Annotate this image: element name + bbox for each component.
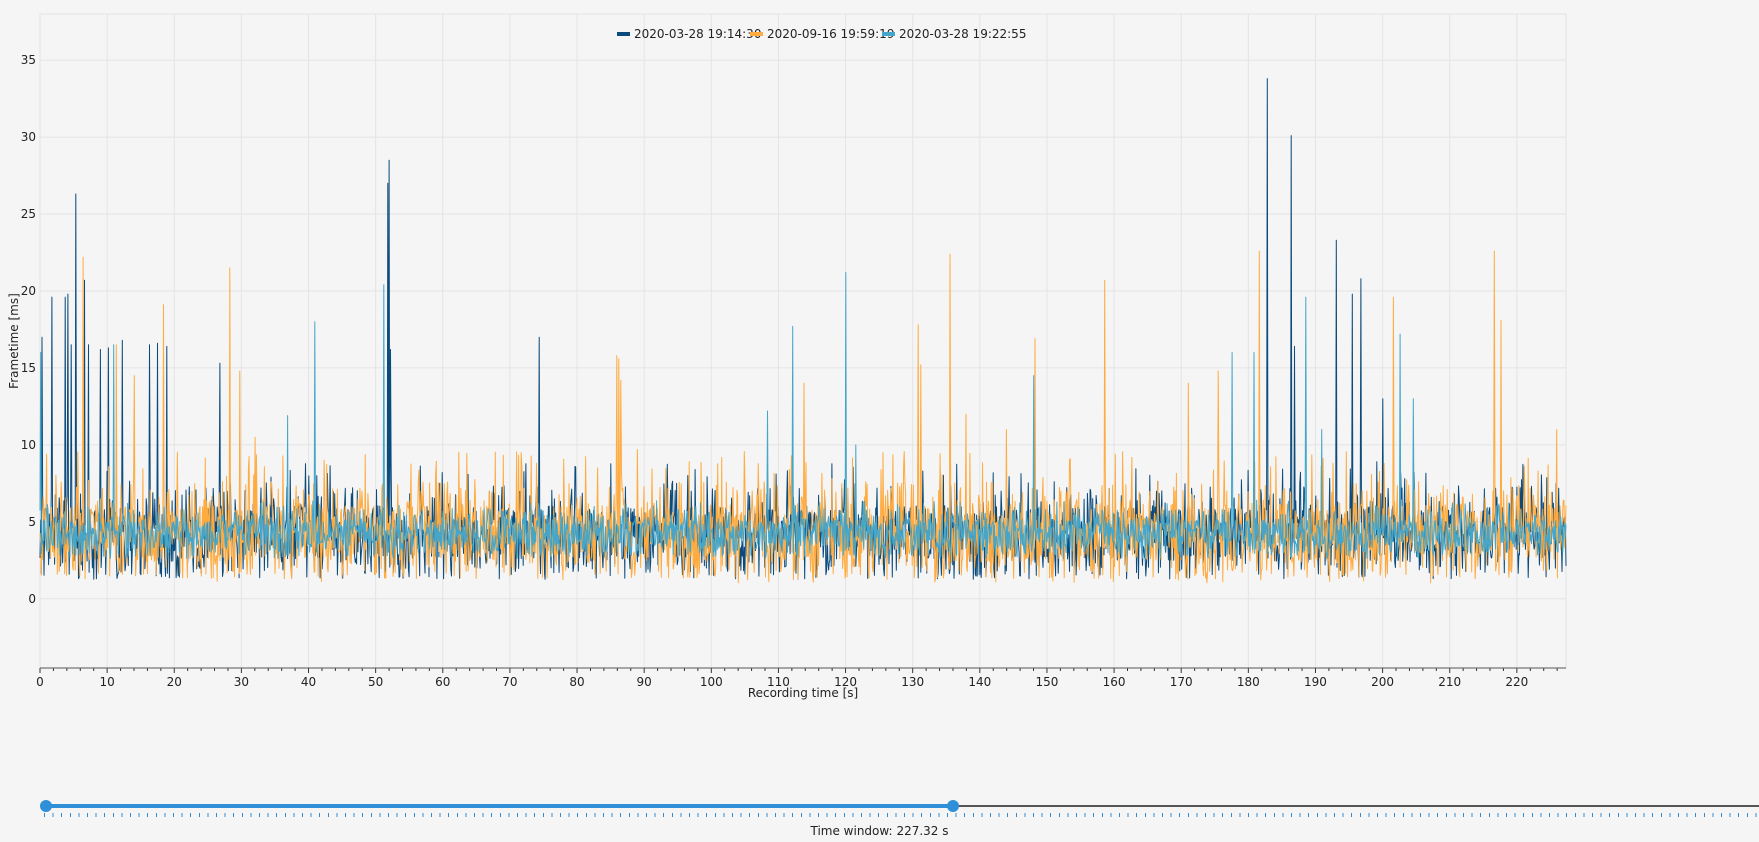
x-tick-label: 0 <box>36 675 44 689</box>
time-window-label: Time window: <box>810 824 893 838</box>
legend-label: 2020-09-16 19:59:19 <box>767 27 894 41</box>
y-axis-title: Frametime [ms] <box>7 293 21 389</box>
time-window-value: 227.32 s <box>896 824 949 838</box>
series-lines <box>39 78 1567 584</box>
x-tick-label: 130 <box>901 675 924 689</box>
plot-area <box>39 13 1567 669</box>
legend-label: 2020-03-28 19:22:55 <box>899 27 1026 41</box>
x-tick-label: 120 <box>834 675 857 689</box>
x-tick-label: 210 <box>1438 675 1461 689</box>
legend-item-3[interactable]: 2020-03-28 19:22:55 <box>882 27 1026 41</box>
slider-end-thumb[interactable] <box>946 800 959 812</box>
x-tick-label: 170 <box>1170 675 1193 689</box>
y-tick-label: 20 <box>21 284 36 298</box>
x-tick-label: 10 <box>99 675 114 689</box>
x-tick-label: 200 <box>1371 675 1394 689</box>
y-tick-label: 30 <box>21 130 36 144</box>
x-tick-label: 40 <box>301 675 316 689</box>
y-tick-label: 5 <box>28 515 36 529</box>
x-tick-label: 160 <box>1103 675 1126 689</box>
frametime-chart: 0 10 20 30 40 50 60 70 80 90 100 110 120 130 140 150 160… <box>7 13 1567 700</box>
y-tick-label: 0 <box>28 592 36 606</box>
x-tick-label: 60 <box>435 675 450 689</box>
y-tick-label: 10 <box>21 438 36 452</box>
x-tick-label: 140 <box>968 675 991 689</box>
legend[interactable]: 2020-03-28 19:14:30 2020-09-16 19:59:19 20… <box>617 27 1026 41</box>
y-tick-label: 25 <box>21 207 36 221</box>
x-tick-label: 70 <box>502 675 517 689</box>
axes: 0 10 20 30 40 50 60 70 80 90 100 110 120 130 140 150 160… <box>21 53 1566 689</box>
y-tick-label: 35 <box>21 53 36 67</box>
slider-ticks <box>44 813 1759 817</box>
grid-lines <box>39 13 1567 669</box>
slider-start-thumb[interactable] <box>40 800 52 812</box>
x-tick-label: 20 <box>167 675 182 689</box>
y-tick-label: 15 <box>21 361 36 375</box>
series-line-3 <box>39 272 1567 560</box>
legend-item-2[interactable]: 2020-09-16 19:59:19 <box>750 27 894 41</box>
x-tick-label: 30 <box>234 675 249 689</box>
time-window-slider[interactable] <box>40 797 1759 817</box>
x-tick-label: 190 <box>1304 675 1327 689</box>
legend-label: 2020-03-28 19:14:30 <box>634 27 761 41</box>
x-tick-label: 110 <box>767 675 790 689</box>
x-axis-title: Recording time [s] <box>748 686 858 700</box>
x-tick-label: 90 <box>637 675 652 689</box>
x-tick-label: 150 <box>1035 675 1058 689</box>
x-tick-label: 220 <box>1505 675 1528 689</box>
legend-item-1[interactable]: 2020-03-28 19:14:30 <box>617 27 761 41</box>
x-tick-label: 50 <box>368 675 383 689</box>
slider-selected-range <box>44 804 953 808</box>
x-tick-label: 100 <box>700 675 723 689</box>
time-window-readout: Time window: 227.32 s <box>0 824 1759 838</box>
x-tick-label: 80 <box>569 675 584 689</box>
x-tick-label: 180 <box>1237 675 1260 689</box>
